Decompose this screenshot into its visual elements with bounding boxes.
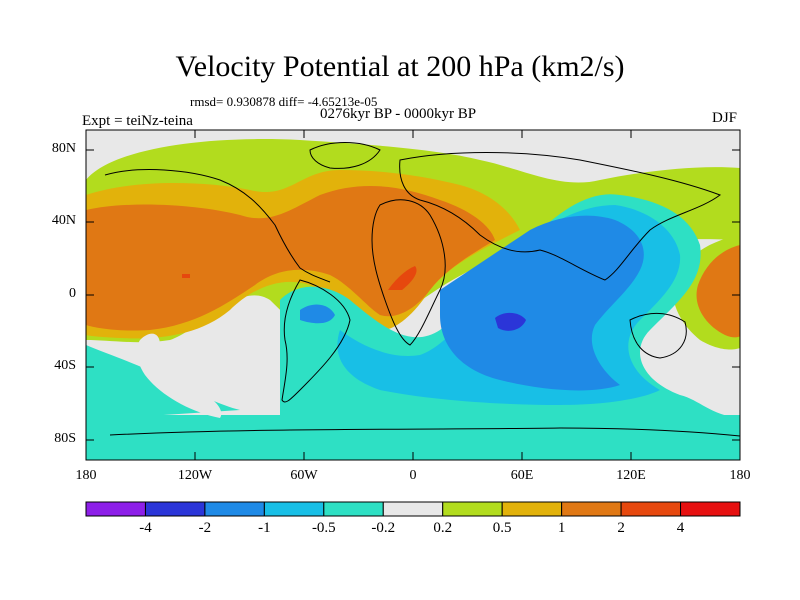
colorbar-label: -2 [198, 520, 212, 536]
lon-label-0: 0 [409, 468, 417, 483]
colorbar-label: 0.5 [492, 520, 512, 536]
lon-label-120w: 120W [177, 468, 213, 483]
colorbar-label: -4 [139, 520, 152, 536]
lat-label-80n: 80N [51, 141, 76, 156]
colorbar-swatch [144, 501, 206, 517]
stats-line: rmsd= 0.930878 diff= -4.65213e-05 [190, 94, 378, 109]
contour-neutral-swirl [136, 333, 222, 418]
colorbar-swatch [204, 501, 265, 517]
coast-north-america [104, 169, 331, 283]
coast-africa [371, 199, 446, 346]
colorbar [85, 501, 741, 517]
contour-dark-blue [495, 312, 526, 331]
lon-label-120e: 120E [616, 468, 646, 483]
lon-label-180w: 180 [75, 468, 97, 483]
colorbar-swatch [382, 501, 444, 517]
lon-label-60w: 60W [290, 468, 318, 483]
contour-field [86, 130, 740, 460]
coast-south-america [281, 279, 351, 403]
colorbar-label: 0.2 [433, 520, 453, 536]
coastlines [104, 142, 740, 437]
lat-label-0: 0 [69, 286, 76, 301]
coast-eurasia [399, 152, 722, 281]
colorbar-swatch [323, 501, 384, 517]
colorbar-swatch [620, 501, 682, 517]
colorbar-label: 2 [617, 520, 625, 536]
axis-ticks [85, 130, 741, 460]
colorbar-swatch [442, 501, 503, 517]
contour-orange-east [696, 245, 740, 338]
contour-blue-indian [440, 215, 644, 391]
colorbar-label: 1 [557, 520, 566, 536]
colorbar-swatch [680, 501, 741, 517]
lon-label-60e: 60E [510, 468, 534, 483]
contour-blue-brazil [300, 304, 335, 324]
lat-label-40s: 40S [54, 358, 76, 373]
period-line: 0276kyr BP - 0000kyr BP [320, 106, 477, 122]
lon-label-180e: 180 [729, 468, 751, 483]
experiment-label: Expt = teiNz-teina [82, 113, 193, 129]
lat-label-40n: 40N [51, 213, 76, 228]
contour-red-orange-africa [388, 266, 417, 290]
colorbar-swatch [263, 501, 325, 517]
colorbar-label: -0.5 [311, 520, 336, 536]
colorbar-label: -0.2 [371, 520, 396, 536]
lat-label-80s: 80S [54, 431, 76, 446]
colorbar-swatch [85, 501, 146, 517]
coast-greenland [309, 142, 381, 169]
season-label: DJF [712, 110, 738, 126]
contour-teal-south [86, 415, 740, 460]
contour-red-orange-pacific [182, 274, 190, 278]
coast-antarctica [109, 427, 740, 437]
colorbar-label: 4 [676, 520, 685, 536]
colorbar-swatch [501, 501, 563, 517]
contour-orange [86, 185, 495, 331]
colorbar-swatch [561, 501, 622, 517]
colorbar-label: -1 [258, 520, 271, 536]
coast-australia [629, 313, 687, 359]
plot-title: Velocity Potential at 200 hPa (km2/s) [175, 50, 625, 83]
